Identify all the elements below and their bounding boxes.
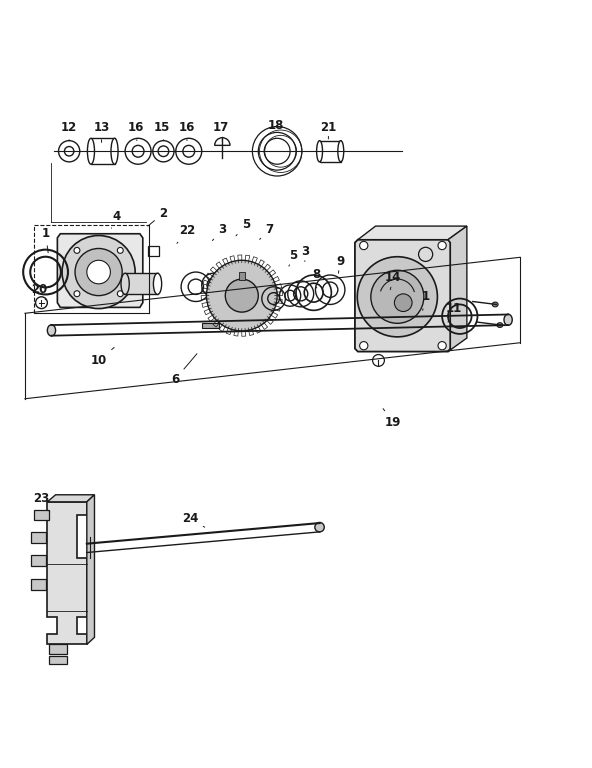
Text: 4: 4 (111, 210, 120, 228)
Circle shape (359, 241, 368, 250)
Circle shape (438, 342, 446, 350)
Circle shape (75, 249, 122, 296)
Polygon shape (57, 233, 143, 307)
Bar (31, 555, 46, 566)
Ellipse shape (317, 141, 323, 162)
Ellipse shape (153, 273, 162, 294)
Bar (49, 644, 67, 654)
Text: 1: 1 (422, 290, 430, 310)
Ellipse shape (504, 314, 512, 326)
Circle shape (74, 247, 80, 253)
Circle shape (87, 260, 110, 284)
Bar (49, 656, 67, 664)
Ellipse shape (111, 138, 118, 164)
Ellipse shape (492, 302, 498, 306)
Circle shape (438, 241, 446, 250)
Text: 7: 7 (260, 223, 274, 240)
Circle shape (226, 279, 258, 312)
Text: 12: 12 (61, 121, 78, 141)
Ellipse shape (47, 325, 56, 336)
Ellipse shape (121, 273, 129, 294)
Text: 22: 22 (177, 224, 195, 243)
Bar (31, 532, 46, 542)
Bar (31, 579, 46, 590)
Circle shape (117, 291, 123, 296)
Ellipse shape (88, 138, 95, 164)
Polygon shape (47, 502, 87, 644)
Text: 23: 23 (33, 492, 50, 511)
Bar (147, 246, 159, 256)
Bar (239, 272, 244, 280)
Text: 10: 10 (91, 347, 114, 367)
Circle shape (62, 236, 135, 309)
Text: 16: 16 (179, 121, 195, 141)
Circle shape (207, 260, 277, 331)
Text: 5: 5 (289, 249, 297, 266)
Ellipse shape (315, 522, 324, 532)
Text: 13: 13 (94, 121, 110, 142)
Text: 14: 14 (385, 271, 401, 290)
Text: 21: 21 (320, 121, 336, 139)
Circle shape (358, 257, 437, 337)
Text: 18: 18 (267, 119, 284, 138)
Bar (202, 323, 220, 328)
Ellipse shape (338, 141, 344, 162)
Polygon shape (355, 240, 451, 352)
Text: 1: 1 (41, 227, 50, 253)
Text: 15: 15 (154, 121, 170, 141)
Bar (91, 138, 114, 164)
Circle shape (394, 294, 412, 312)
Circle shape (117, 247, 123, 253)
Text: 20: 20 (31, 283, 48, 300)
Circle shape (371, 270, 424, 323)
Bar (34, 509, 49, 520)
Bar (320, 141, 341, 162)
Circle shape (74, 291, 80, 296)
Text: 19: 19 (383, 409, 401, 429)
Text: 5: 5 (236, 218, 250, 236)
Bar (125, 273, 157, 294)
Polygon shape (47, 495, 95, 502)
Text: 8: 8 (313, 269, 321, 288)
Text: 11: 11 (446, 302, 462, 322)
Text: 24: 24 (182, 511, 205, 527)
Polygon shape (87, 495, 95, 644)
Text: 3: 3 (301, 245, 309, 261)
Circle shape (359, 342, 368, 350)
Text: 2: 2 (148, 207, 168, 226)
Polygon shape (448, 226, 467, 352)
Text: 3: 3 (213, 223, 226, 240)
Polygon shape (358, 226, 467, 240)
Ellipse shape (497, 323, 503, 327)
Text: 17: 17 (213, 121, 229, 141)
Text: 16: 16 (127, 121, 144, 141)
Text: 6: 6 (171, 354, 197, 386)
Text: 9: 9 (336, 255, 345, 273)
